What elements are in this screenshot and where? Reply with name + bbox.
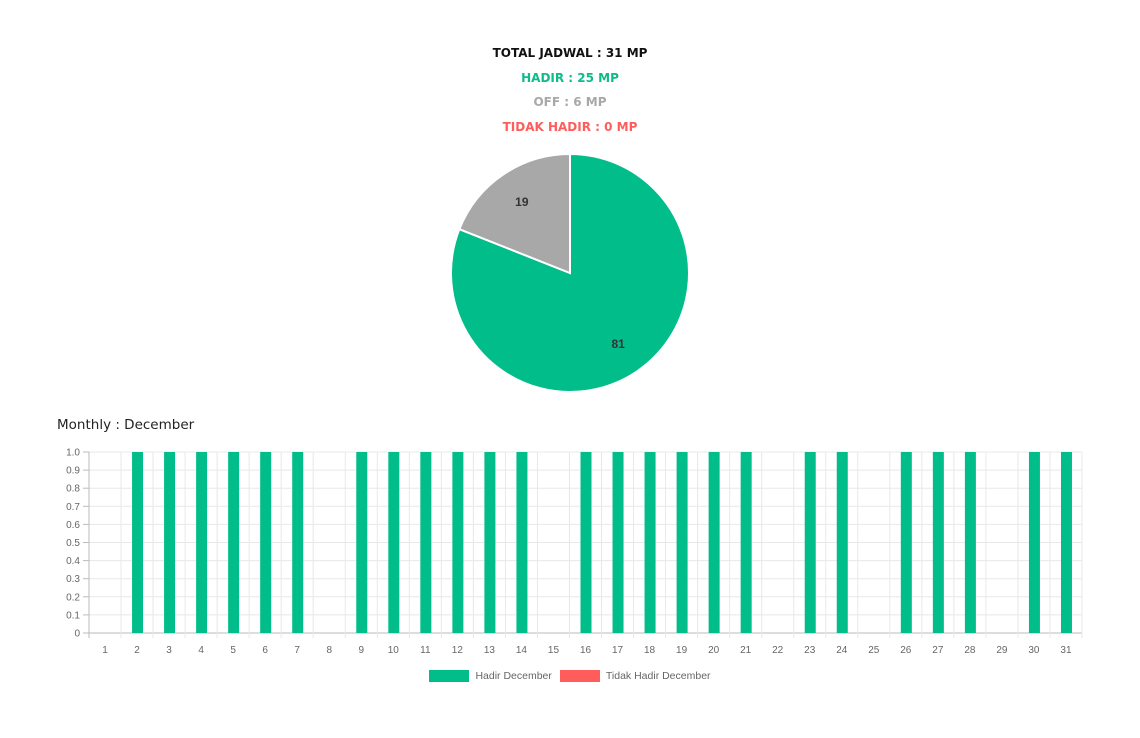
bar-hadir[interactable] <box>420 452 432 633</box>
x-tick-label: 28 <box>964 645 976 656</box>
pie-slice[interactable] <box>458 152 571 275</box>
pie-slice-label: 19 <box>515 195 529 209</box>
y-tick-label: 0.2 <box>66 592 80 603</box>
bar-hadir[interactable] <box>836 452 848 633</box>
x-tick-label: 20 <box>708 645 720 656</box>
x-tick-label: 1 <box>102 645 108 656</box>
y-tick-label: 0 <box>74 629 80 640</box>
x-tick-label: 17 <box>612 645 624 656</box>
y-tick-label: 0.4 <box>66 556 80 567</box>
bar-hadir[interactable] <box>580 452 592 633</box>
tidak-hadir-label: TIDAK HADIR : 0 MP <box>502 119 638 134</box>
attendance-summary: TOTAL JADWAL : 31 MP HADIR : 25 MP OFF :… <box>0 44 1140 142</box>
bar-hadir[interactable] <box>612 452 624 633</box>
bar-hadir[interactable] <box>964 452 976 633</box>
bar-hadir[interactable] <box>900 452 912 633</box>
x-tick-label: 10 <box>388 645 400 656</box>
total-jadwal-label: TOTAL JADWAL : 31 MP <box>492 46 648 60</box>
legend-label-hadir: Hadir December <box>475 670 552 682</box>
x-tick-label: 4 <box>198 645 204 656</box>
y-tick-label: 0.6 <box>66 520 80 531</box>
y-tick-label: 0.3 <box>66 574 80 585</box>
bar-hadir[interactable] <box>484 452 496 633</box>
monthly-bar-chart: 1.00.90.80.70.60.50.40.30.20.101 2 3 4 5 6 7 8 9… <box>66 448 1083 656</box>
bar-hadir[interactable] <box>804 452 816 633</box>
bar-hadir[interactable] <box>164 452 176 633</box>
bar-hadir[interactable] <box>292 452 304 633</box>
legend-swatch-hadir <box>429 670 470 682</box>
bar-hadir[interactable] <box>932 452 944 633</box>
x-tick-label: 27 <box>932 645 944 656</box>
bar-hadir[interactable] <box>228 452 240 633</box>
y-tick-label: 0.1 <box>66 610 80 621</box>
x-tick-label: 21 <box>740 645 752 656</box>
x-tick-label: 6 <box>262 645 268 656</box>
x-tick-label: 22 <box>772 645 784 656</box>
x-tick-label: 19 <box>676 645 688 656</box>
x-tick-label: 15 <box>548 645 560 656</box>
pie-slice-label: 81 <box>611 337 625 351</box>
legend-swatch-tidak-hadir <box>559 670 600 682</box>
legend-item-tidak-hadir[interactable]: Tidak Hadir December <box>559 670 711 682</box>
y-tick-label: 0.5 <box>66 538 80 549</box>
x-tick-label: 18 <box>644 645 656 656</box>
x-tick-label: 11 <box>420 645 431 656</box>
x-tick-label: 14 <box>516 645 528 656</box>
x-tick-label: 29 <box>996 645 1008 656</box>
bar-hadir[interactable] <box>132 452 144 633</box>
bar-hadir[interactable] <box>708 452 720 633</box>
x-tick-label: 3 <box>166 645 172 656</box>
pie-slice[interactable] <box>450 152 690 393</box>
x-tick-label: 9 <box>358 645 364 656</box>
bar-hadir[interactable] <box>196 452 208 633</box>
y-tick-label: 0.8 <box>66 484 80 495</box>
x-tick-label: 7 <box>294 645 300 656</box>
x-tick-label: 30 <box>1028 645 1040 656</box>
legend-label-tidak-hadir: Tidak Hadir December <box>605 670 711 682</box>
bar-hadir[interactable] <box>1060 452 1072 633</box>
x-tick-label: 31 <box>1060 645 1072 656</box>
hadir-label: HADIR : 25 MP <box>521 70 619 85</box>
chart-legend: Hadir December Tidak Hadir December <box>0 670 1140 682</box>
x-tick-label: 23 <box>804 645 816 656</box>
x-tick-label: 16 <box>580 645 592 656</box>
x-tick-label: 2 <box>134 645 140 656</box>
off-label: OFF : 6 MP <box>533 95 607 109</box>
bar-hadir[interactable] <box>388 452 400 633</box>
y-tick-label: 0.7 <box>66 502 80 513</box>
bar-hadir[interactable] <box>356 452 368 633</box>
bar-hadir[interactable] <box>740 452 752 633</box>
x-tick-label: 12 <box>452 645 464 656</box>
bar-hadir[interactable] <box>260 452 272 633</box>
x-tick-label: 8 <box>326 645 332 656</box>
bar-hadir[interactable] <box>516 452 528 633</box>
attendance-pie-chart: 81 19 <box>450 152 690 393</box>
y-tick-label: 1.0 <box>66 448 80 459</box>
bar-hadir[interactable] <box>644 452 656 633</box>
monthly-title: Monthly : December <box>57 417 195 433</box>
bar-hadir[interactable] <box>1028 452 1040 633</box>
x-tick-label: 5 <box>230 645 236 656</box>
x-tick-label: 24 <box>836 645 848 656</box>
x-tick-label: 25 <box>868 645 880 656</box>
x-tick-label: 13 <box>484 645 496 656</box>
legend-item-hadir[interactable]: Hadir December <box>429 670 552 682</box>
bar-hadir[interactable] <box>676 452 688 633</box>
y-tick-label: 0.9 <box>66 466 80 477</box>
bar-hadir[interactable] <box>452 452 464 633</box>
x-tick-label: 26 <box>900 645 912 656</box>
